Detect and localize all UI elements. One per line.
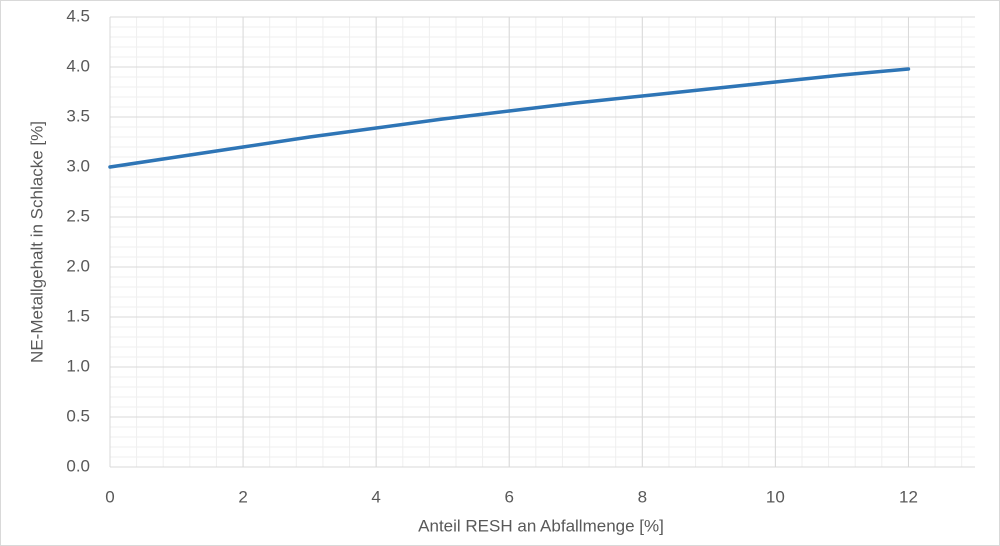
y-tick-label: 1.5 — [66, 306, 90, 325]
x-axis-title: Anteil RESH an Abfallmenge [%] — [418, 516, 664, 535]
y-tick-label: 4.5 — [66, 6, 90, 25]
y-tick-label: 2.0 — [66, 256, 90, 275]
y-axis-title: NE-Metallgehalt in Schlacke [%] — [27, 121, 46, 363]
y-tick-label: 4.0 — [66, 56, 90, 75]
x-tick-label: 6 — [504, 487, 513, 506]
y-tick-label: 2.5 — [66, 206, 90, 225]
x-tick-label: 10 — [766, 487, 785, 506]
y-tick-label: 3.5 — [66, 106, 90, 125]
y-tick-label: 0.5 — [66, 406, 90, 425]
y-tick-label: 0.0 — [66, 456, 90, 475]
x-tick-label: 2 — [238, 487, 247, 506]
y-tick-label: 3.0 — [66, 156, 90, 175]
data-line — [108, 67, 911, 169]
x-tick-label: 0 — [105, 487, 114, 506]
y-tick-label: 1.0 — [66, 356, 90, 375]
x-tick-label: 8 — [638, 487, 647, 506]
x-tick-label: 12 — [899, 487, 918, 506]
x-tick-label: 4 — [371, 487, 380, 506]
